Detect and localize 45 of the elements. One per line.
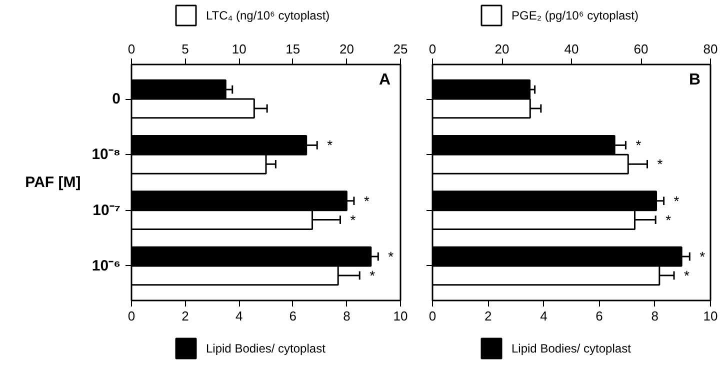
x-tick-label: 8 xyxy=(651,308,659,324)
x2-tick-label: 20 xyxy=(494,42,510,56)
x-tick-label: 8 xyxy=(343,308,350,324)
x-tick-label: 0 xyxy=(428,308,436,324)
x2-tick-label: 60 xyxy=(634,42,648,56)
x-tick-label: 2 xyxy=(484,308,492,324)
y-tick-label: 0 xyxy=(112,90,120,108)
annotation: B xyxy=(688,72,701,88)
annotation: A xyxy=(378,72,391,88)
x-tick-label: 10 xyxy=(393,308,408,324)
data-label: * xyxy=(700,248,706,265)
legend-label: Lipid Bodies/ cytoplast xyxy=(206,342,326,356)
data-label: * xyxy=(674,192,680,209)
x2-tick-label: 0 xyxy=(428,42,436,56)
x2-tick-label: 10 xyxy=(232,42,246,56)
x-tick-label: 2 xyxy=(182,308,189,324)
data-label: * xyxy=(364,192,370,209)
x-tick-label: 4 xyxy=(540,308,548,324)
data-label: * xyxy=(370,267,376,284)
x-tick-label: 0 xyxy=(128,308,136,324)
y-tick-label: 10⁻⁷ xyxy=(92,202,120,219)
x2-tick-label: 15 xyxy=(286,42,300,56)
data-label: * xyxy=(666,212,672,228)
x2-tick-label: 0 xyxy=(128,42,136,56)
x2-tick-label: 80 xyxy=(703,42,718,56)
x-tick-label: 4 xyxy=(235,308,243,324)
data-label: * xyxy=(388,248,394,265)
x-tick-label: 6 xyxy=(596,308,603,324)
x2-tick-label: 5 xyxy=(182,42,189,56)
y-tick-label: 10⁻⁸ xyxy=(92,146,121,164)
data-label: * xyxy=(684,267,690,284)
data-label: * xyxy=(657,156,664,172)
x2-tick-label: 40 xyxy=(564,42,579,56)
legend-label: Lipid Bodies/ cytoplast xyxy=(512,342,632,356)
x-tick-label: 6 xyxy=(289,308,297,324)
legend-label: LTC₄ (ng/10⁶ cytoplast) xyxy=(206,8,330,22)
x2-tick-label: 20 xyxy=(339,42,354,56)
x2-tick-label: 25 xyxy=(393,42,408,56)
data-label: * xyxy=(327,137,334,154)
y-axis-title: PAF [M] xyxy=(25,174,81,191)
legend-label: PGE₂ (pg/10⁶ cytoplast) xyxy=(512,8,638,22)
data-label: * xyxy=(636,137,642,154)
x-tick-label: 10 xyxy=(703,308,718,324)
y-tick-label: 10⁻⁶ xyxy=(92,257,120,274)
data-label: * xyxy=(350,212,356,228)
